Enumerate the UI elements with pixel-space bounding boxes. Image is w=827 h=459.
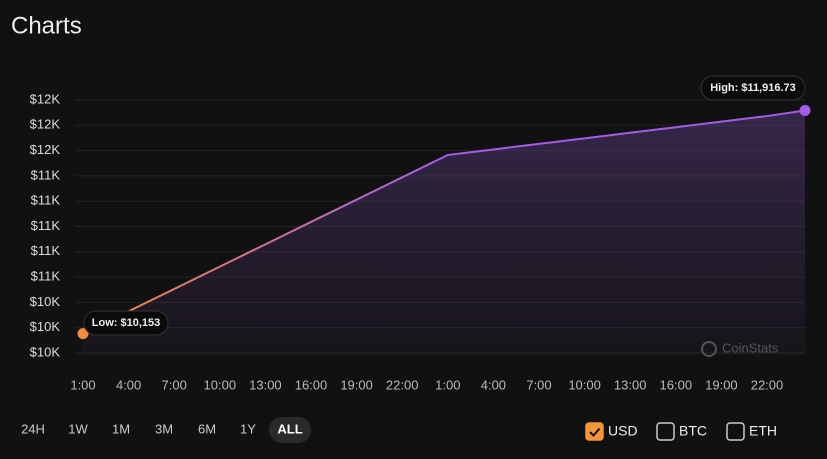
range-button[interactable]: 6M: [198, 421, 216, 436]
area: [83, 110, 805, 355]
high-tooltip-box: [700, 75, 806, 101]
x-tick-label: 4:00: [481, 377, 506, 392]
page-title: Charts: [11, 12, 82, 39]
x-tick-label: 22:00: [386, 377, 419, 392]
x-tick-label: 10:00: [204, 377, 237, 392]
x-tick-label: 13:00: [249, 377, 282, 392]
x-tick-label: 1:00: [435, 377, 460, 392]
watermark: CoinStats: [722, 340, 779, 355]
y-tick-label: $12K: [30, 91, 61, 106]
y-tick-label: $11K: [31, 167, 61, 182]
y-tick-label: $12K: [30, 142, 61, 157]
checkmark: [589, 427, 601, 437]
data-line: [82, 109, 806, 335]
x-tick-label: 19:00: [705, 377, 738, 392]
range-button[interactable]: ALL: [277, 421, 302, 436]
currency-label[interactable]: ETH: [749, 423, 777, 439]
low-point: [77, 328, 89, 340]
y-tick-label: $11K: [31, 193, 61, 208]
x-tick-label: 19:00: [340, 377, 373, 392]
checkbox[interactable]: [656, 422, 675, 441]
x-tick-label: 1:00: [70, 377, 95, 392]
range-button[interactable]: 3M: [155, 421, 173, 436]
x-tick-label: 16:00: [295, 377, 328, 392]
range-button-bg: [269, 417, 311, 443]
watermark-icon: [701, 341, 717, 357]
y-tick-label: $11K: [31, 243, 61, 258]
y-tick-label: $12K: [30, 117, 61, 132]
range-button[interactable]: 1W: [68, 421, 88, 436]
high-tooltip: High: $11,916.73: [710, 82, 796, 94]
y-tick-label: $11K: [31, 218, 61, 233]
checkbox[interactable]: [585, 422, 604, 441]
currency-label[interactable]: BTC: [679, 423, 707, 439]
checkbox[interactable]: [726, 422, 745, 441]
currency-label[interactable]: USD: [608, 423, 638, 439]
range-button[interactable]: 1Y: [240, 421, 256, 436]
y-tick-label: $10K: [30, 294, 61, 309]
low-tooltip-box: [83, 310, 169, 336]
x-tick-label: 16:00: [660, 377, 693, 392]
range-button[interactable]: 1M: [112, 421, 130, 436]
x-tick-label: 10:00: [568, 377, 601, 392]
y-tick-label: $11K: [31, 269, 61, 284]
range-button[interactable]: 24H: [21, 421, 45, 436]
x-tick-label: 7:00: [526, 377, 551, 392]
y-tick-label: $10K: [30, 319, 61, 334]
high-point: [799, 105, 811, 117]
x-tick-label: 4:00: [116, 377, 141, 392]
y-tick-label: $10K: [30, 344, 61, 359]
x-tick-label: 7:00: [162, 377, 187, 392]
x-tick-label: 22:00: [751, 377, 784, 392]
x-tick-label: 13:00: [614, 377, 647, 392]
low-tooltip: Low: $10,153: [92, 317, 160, 329]
